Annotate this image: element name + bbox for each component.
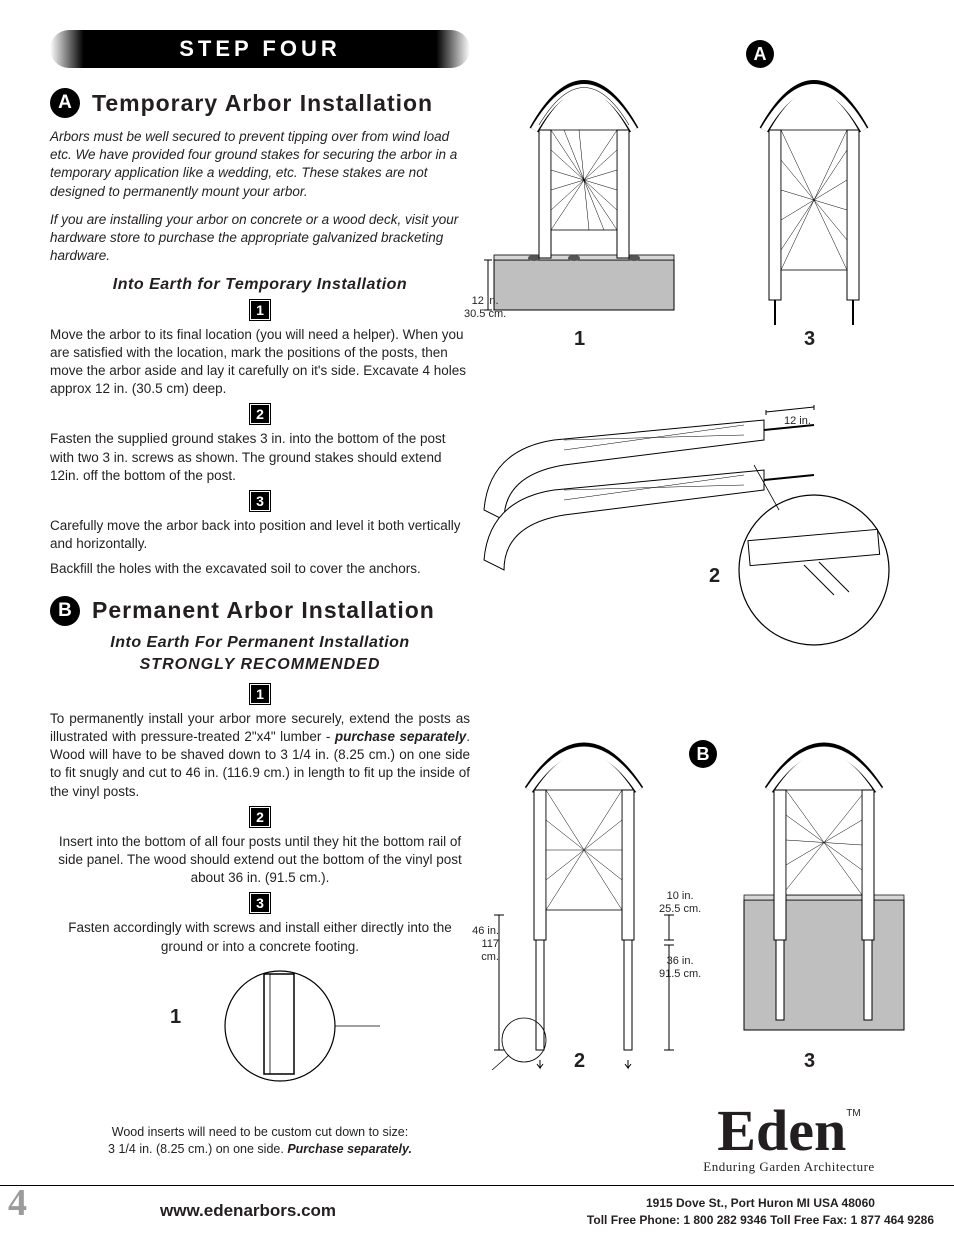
dim-a2: 12 in.: [784, 415, 811, 428]
page-number: 4: [8, 1181, 27, 1225]
footer-address: 1915 Dove St., Port Huron MI USA 48060: [587, 1195, 934, 1212]
page-footer: 4 www.edenarbors.com 1915 Dove St., Port…: [0, 1185, 954, 1235]
dim-915cm: 91.5 cm.: [659, 968, 701, 980]
step-number-icon: 1: [250, 300, 270, 320]
intro-paragraph-1: Arbors must be well secured to prevent t…: [50, 128, 470, 201]
step-number-icon: 3: [250, 491, 270, 511]
dim-117cm: 117 cm.: [481, 938, 499, 963]
subheading-a: Into Earth for Temporary Installation: [50, 276, 470, 294]
logo-tagline: Enduring Garden Architecture: [674, 1159, 904, 1175]
dim-46in: 46 in.: [472, 925, 499, 937]
badge-a-icon: A: [50, 88, 80, 118]
arbor-b2-diagram: [474, 700, 694, 1070]
dim-12in: 12 in.: [472, 295, 499, 307]
section-a-header: A Temporary Arbor Installation: [50, 88, 470, 118]
dim-a1: 12 in. 30.5 cm.: [464, 295, 506, 321]
step-b1-text: To permanently install your arbor more s…: [50, 710, 470, 801]
dim-255cm: 25.5 cm.: [659, 903, 701, 915]
section-b-title: Permanent Arbor Installation: [92, 597, 435, 624]
footer-phones: Toll Free Phone: 1 800 282 9346 Toll Fre…: [587, 1212, 934, 1229]
step-number-icon: 2: [250, 404, 270, 424]
badge-b-icon: B: [50, 596, 80, 626]
insert-caption: Wood inserts will need to be custom cut …: [50, 1124, 470, 1159]
dim-10in: 10 in.: [667, 890, 694, 902]
step-a2-text: Fasten the supplied ground stakes 3 in. …: [50, 430, 470, 485]
arbor-a2-diagram: [474, 370, 914, 660]
section-a-title: Temporary Arbor Installation: [92, 90, 433, 117]
step-b2-text: Insert into the bottom of all four posts…: [50, 833, 470, 888]
diagram-b1-label: 1: [170, 1006, 181, 1029]
insert-caption-b: 3 1/4 in. (8.25 cm.) on one side.: [108, 1142, 287, 1156]
intro-paragraph-2: If you are installing your arbor on conc…: [50, 211, 470, 266]
step-a3-text-b: Backfill the holes with the excavated so…: [50, 560, 470, 578]
insert-caption-bold: Purchase separately.: [287, 1142, 412, 1156]
dim-b2-10: 10 in. 25.5 cm.: [659, 890, 701, 916]
wood-insert-diagram: [220, 966, 380, 1086]
diagram-a2-label: 2: [709, 565, 720, 588]
diagram-b3-label: 3: [804, 1050, 815, 1073]
step-number-icon: 2: [250, 807, 270, 827]
logo-name: Eden: [717, 1098, 846, 1163]
step-a3-text-a: Carefully move the arbor back into posit…: [50, 517, 470, 553]
step-header: STEP FOUR: [50, 30, 470, 68]
diagram-a3-label: 3: [804, 328, 815, 351]
dim-b2-46: 46 in. 117 cm.: [469, 925, 499, 965]
brand-logo: EdenTM Enduring Garden Architecture: [674, 1108, 904, 1175]
step-b1-bold: purchase separately: [335, 729, 466, 744]
arbor-b3-diagram: [724, 700, 924, 1070]
logo-tm: TM: [846, 1108, 860, 1119]
diagram-b2-label: 2: [574, 1050, 585, 1073]
dim-305cm: 30.5 cm.: [464, 308, 506, 320]
footer-website: www.edenarbors.com: [160, 1201, 336, 1221]
footer-contact: 1915 Dove St., Port Huron MI USA 48060 T…: [587, 1195, 934, 1229]
step-number-icon: 1: [250, 684, 270, 704]
step-a1-text: Move the arbor to its final location (yo…: [50, 326, 470, 399]
insert-caption-a: Wood inserts will need to be custom cut …: [112, 1125, 408, 1139]
dim-b2-36: 36 in. 91.5 cm.: [659, 955, 701, 981]
arbor-a1-diagram: [484, 30, 684, 340]
section-b-header: B Permanent Arbor Installation: [50, 596, 470, 626]
diagram-a1-label: 1: [574, 328, 585, 351]
subheading-b: Into Earth For Permanent Installation: [50, 634, 470, 652]
step-b3-text: Fasten accordingly with screws and insta…: [50, 919, 470, 955]
arbor-a3-diagram: [714, 30, 914, 340]
dim-36in: 36 in.: [667, 955, 694, 967]
subheading-b-strong: STRONGLY RECOMMENDED: [50, 656, 470, 674]
step-number-icon: 3: [250, 893, 270, 913]
